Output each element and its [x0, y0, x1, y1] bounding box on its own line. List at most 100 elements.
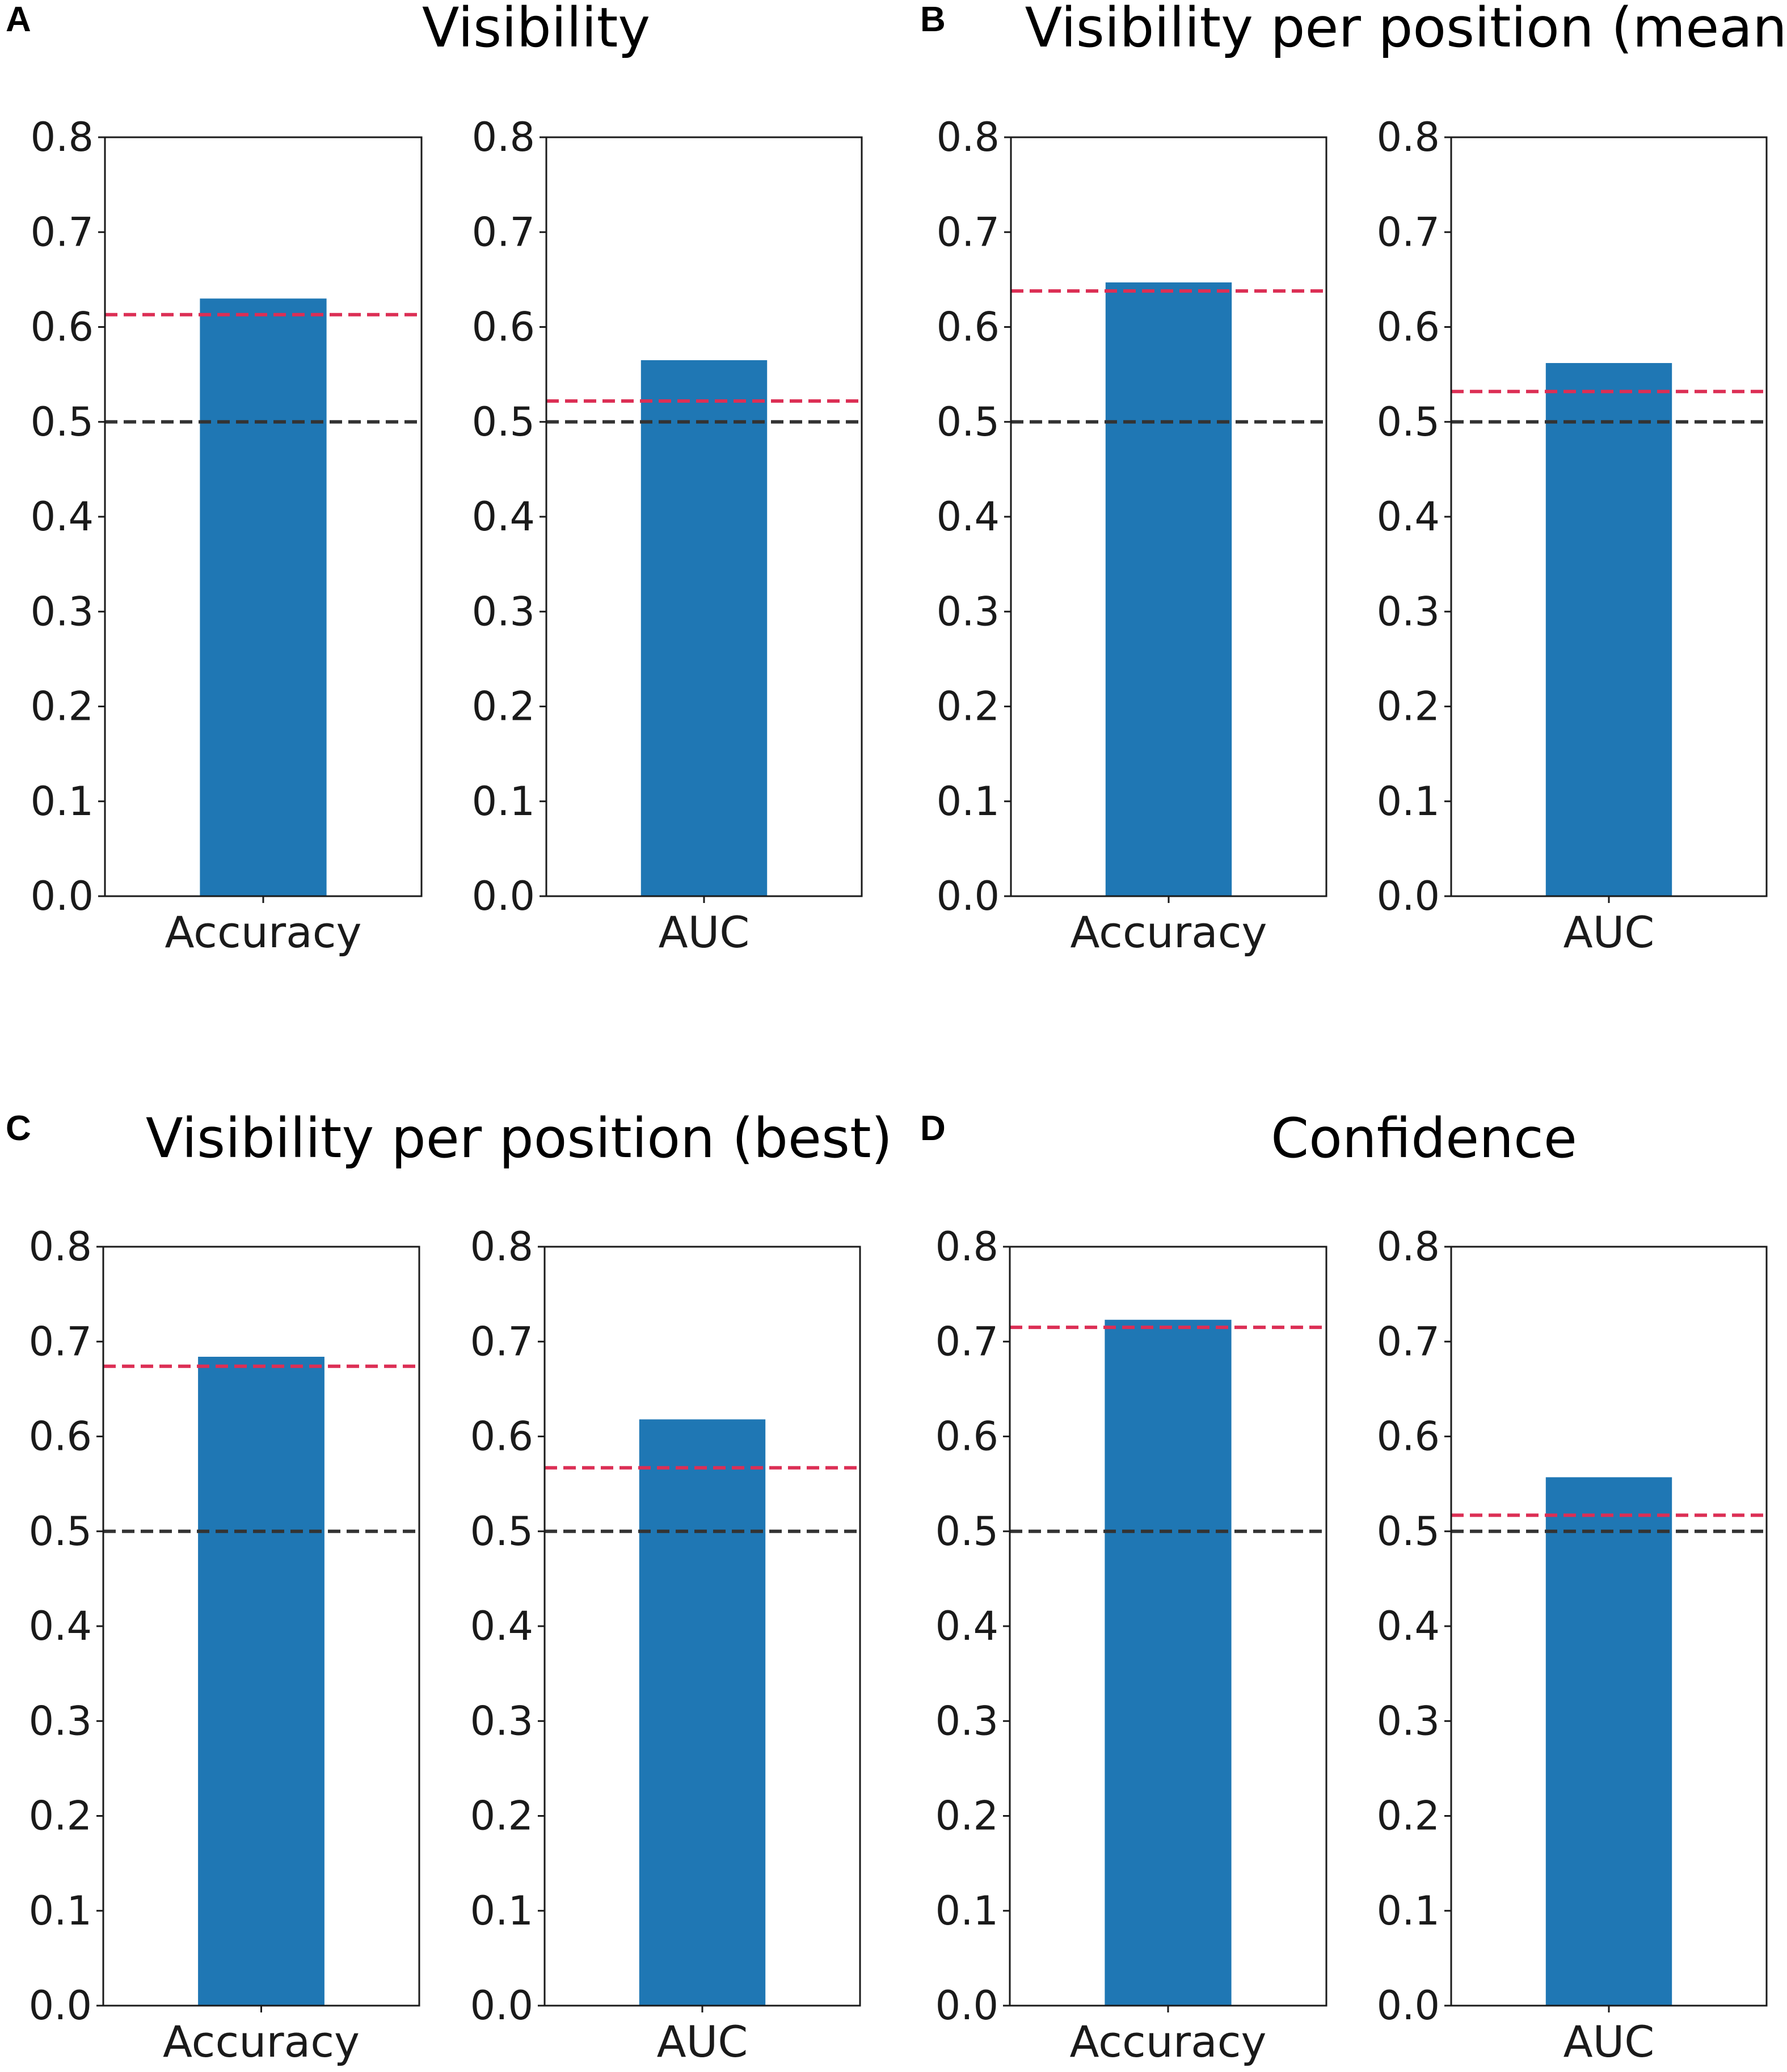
panel-c-title: Visibility per position (best)	[146, 1107, 892, 1170]
panel-c-sub1-bar	[639, 1419, 766, 2006]
panel-c-sub1-ytick-label: 0.4	[470, 1603, 533, 1649]
panel-d-sub1-ytick-label: 0.7	[1377, 1318, 1440, 1365]
panel-b-sub0-bar	[1105, 282, 1232, 897]
panel-c-sub1-ytick-label: 0.0	[470, 1982, 533, 2029]
panel-d-sub0-ytick-label: 0.2	[935, 1793, 998, 1839]
panel-d-sub0-ytick-label: 0.8	[935, 1223, 998, 1270]
panel-a-sub1-ytick-label: 0.7	[472, 209, 535, 255]
panel-d-sub1-ytick-label: 0.3	[1377, 1698, 1440, 1744]
panel-b-sub1-axes-frame	[1450, 136, 1768, 897]
panel-d-sub0-category-label: Accuracy	[1070, 2016, 1267, 2067]
panel-a-sub0-category-label: Accuracy	[165, 907, 362, 957]
panel-d-sub1-ytick-label: 0.2	[1377, 1793, 1440, 1839]
panel-a-sub1-ytick-label: 0.3	[472, 588, 535, 635]
panel-c-sub0-ytick-label: 0.7	[29, 1318, 92, 1365]
panel-a-sub0-ytick-label: 0.8	[31, 114, 94, 161]
panel-b-sub1-ytick-label: 0.2	[1377, 683, 1440, 730]
panel-a-sub1-bar	[640, 360, 768, 896]
panel-d-sub1-ytick-label: 0.5	[1377, 1508, 1440, 1555]
panel-a-sub1-ytick-label: 0.2	[472, 683, 535, 730]
panel-d-sub1-bar	[1545, 1477, 1672, 2006]
panel-a-sub0-ytick-label: 0.1	[31, 778, 94, 825]
panel-a-sub1-ytick-label: 0.6	[472, 304, 535, 351]
panel-a-sub1-ytick-label: 0.0	[472, 873, 535, 919]
panel-c-sub0-ytick-label: 0.5	[29, 1508, 92, 1555]
panel-b-sub0-ytick-label: 0.6	[937, 304, 1000, 351]
panel-c-letter: C	[6, 1109, 31, 1148]
panel-b-sub0-ytick-label: 0.1	[937, 778, 1000, 825]
panel-b-sub1-category-label: AUC	[1563, 907, 1655, 957]
panel-c-sub0-ytick-label: 0.3	[29, 1698, 92, 1744]
panel-b-title: Visibility per position (mean)	[1025, 0, 1787, 60]
panel-d-sub1-ytick-label: 0.4	[1377, 1603, 1440, 1649]
panel-b-sub0-ytick-label: 0.0	[937, 873, 1000, 919]
panel-d-sub0-ytick-label: 0.4	[935, 1603, 998, 1649]
panel-d-sub1-axes-frame	[1450, 1246, 1768, 2007]
panel-a-sub0-ytick-label: 0.2	[31, 683, 94, 730]
panel-b-sub0-ytick-label: 0.2	[937, 683, 1000, 730]
panel-a-sub0-ytick-label: 0.6	[31, 304, 94, 351]
panel-c-sub0-ytick-label: 0.1	[29, 1888, 92, 1934]
panel-c-sub1-ytick-label: 0.1	[470, 1888, 533, 1934]
panel-b-sub1-ytick-label: 0.4	[1377, 493, 1440, 540]
panel-d-sub1-category-label: AUC	[1563, 2016, 1655, 2067]
panel-a-sub1-ytick-label: 0.8	[472, 114, 535, 161]
panel-b-sub0-ytick-label: 0.4	[937, 493, 1000, 540]
panel-b-sub1-bar	[1545, 363, 1672, 896]
panel-b-sub1-ytick-label: 0.8	[1377, 114, 1440, 161]
panel-c-sub0-ytick-label: 0.8	[29, 1223, 92, 1270]
panel-d-sub0-ytick-label: 0.0	[935, 1982, 998, 2029]
panel-c-sub0-ytick-label: 0.4	[29, 1603, 92, 1649]
panel-d-sub1-ytick-label: 0.6	[1377, 1413, 1440, 1460]
panel-d-sub0-ytick-label: 0.5	[935, 1508, 998, 1555]
panel-c-sub1-category-label: AUC	[657, 2016, 748, 2067]
panel-a-sub1-ytick-label: 0.5	[472, 399, 535, 445]
panel-a-sub1-ytick-label: 0.4	[472, 493, 535, 540]
panel-b-sub0-ytick-label: 0.3	[937, 588, 1000, 635]
panel-a-sub1-category-label: AUC	[659, 907, 750, 957]
panel-c-sub1-ytick-label: 0.6	[470, 1413, 533, 1460]
panel-d-sub0-ytick-label: 0.7	[935, 1318, 998, 1365]
panel-c-sub0-ytick-label: 0.0	[29, 1982, 92, 2029]
panel-a-title: Visibility	[422, 0, 650, 60]
panel-c-sub1-ytick-label: 0.3	[470, 1698, 533, 1744]
panel-b-sub1-ytick-label: 0.1	[1377, 778, 1440, 825]
panel-d-sub1-ytick-label: 0.1	[1377, 1888, 1440, 1934]
panel-b-sub0-category-label: Accuracy	[1070, 907, 1267, 957]
panel-a-sub1-axes-frame	[545, 136, 863, 897]
panel-c-sub1-ytick-label: 0.2	[470, 1793, 533, 1839]
panel-b-sub0-ytick-label: 0.5	[937, 399, 1000, 445]
panel-c-sub1-axes-frame	[543, 1246, 861, 2007]
panel-a-sub0-axes-frame	[104, 136, 423, 897]
panel-c-sub0-ytick-label: 0.2	[29, 1793, 92, 1839]
panel-b-sub0-ytick-label: 0.8	[937, 114, 1000, 161]
panel-b-letter: B	[920, 0, 946, 39]
panel-a-sub0-ytick-label: 0.7	[31, 209, 94, 255]
panel-b-sub1-ytick-label: 0.5	[1377, 399, 1440, 445]
panel-a-sub1-ytick-label: 0.1	[472, 778, 535, 825]
panel-c-sub0-bar	[198, 1357, 324, 2006]
panel-b-sub0-axes-frame	[1010, 136, 1327, 897]
panel-b-sub1-ytick-label: 0.3	[1377, 588, 1440, 635]
panel-d-sub1-ytick-label: 0.8	[1377, 1223, 1440, 1270]
panel-c-sub1-ytick-label: 0.7	[470, 1318, 533, 1365]
panel-d-title: Confidence	[1271, 1107, 1577, 1170]
panel-d-sub0-ytick-label: 0.6	[935, 1413, 998, 1460]
panel-d-sub0-axes-frame	[1009, 1246, 1327, 2007]
panel-d-sub0-ytick-label: 0.3	[935, 1698, 998, 1744]
panel-a-sub0-ytick-label: 0.0	[31, 873, 94, 919]
panel-c-sub0-category-label: Accuracy	[163, 2016, 360, 2067]
panel-a-sub0-ytick-label: 0.5	[31, 399, 94, 445]
panel-d-letter: D	[920, 1109, 946, 1148]
panel-a-sub0-bar	[200, 298, 327, 897]
panel-b-sub1-ytick-label: 0.0	[1377, 873, 1440, 919]
panel-a-letter: A	[6, 0, 31, 39]
panel-a-sub0-ytick-label: 0.3	[31, 588, 94, 635]
panel-c-sub0-ytick-label: 0.6	[29, 1413, 92, 1460]
panel-c-sub1-ytick-label: 0.8	[470, 1223, 533, 1270]
panel-d-sub0-bar	[1105, 1319, 1232, 2006]
panel-a-sub0-ytick-label: 0.4	[31, 493, 94, 540]
panel-b-sub0-ytick-label: 0.7	[937, 209, 1000, 255]
panel-c-sub0-axes-frame	[102, 1246, 420, 2007]
